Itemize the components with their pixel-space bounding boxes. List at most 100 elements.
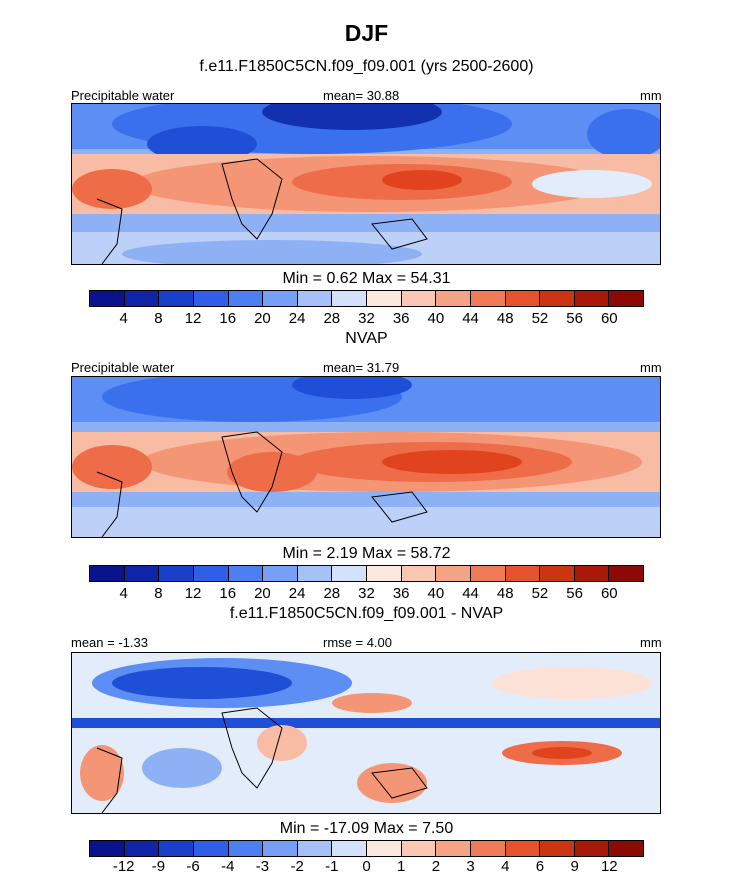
colorbar-cell	[228, 291, 264, 306]
colorbar-cell	[193, 566, 229, 581]
colorbar-tick-label: 52	[531, 585, 549, 602]
colorbar-tick-label: 9	[570, 858, 579, 875]
panel-2-field	[72, 377, 660, 537]
panel-1-stats: Min = 0.62 Max = 54.31	[282, 270, 451, 287]
colorbar-cell	[540, 291, 575, 306]
colorbar-tick-label: 8	[154, 585, 163, 602]
panel-3-rmse-label: rmse = 4.00	[323, 635, 393, 650]
colorbar-tick-label: 52	[531, 310, 549, 327]
colorbar-tick-label: 20	[254, 310, 271, 327]
colorbar-tick-label: 8	[154, 310, 163, 327]
colorbar-cell	[124, 291, 160, 306]
season-title: DJF	[344, 20, 389, 46]
panel-1-colorbar	[89, 290, 644, 307]
colorbar-cell	[401, 566, 437, 581]
colorbar-cell	[263, 841, 298, 856]
colorbar-cell	[505, 291, 541, 306]
colorbar-cell	[297, 566, 333, 581]
colorbar-cell	[540, 566, 575, 581]
colorbar-cell	[609, 566, 643, 581]
colorbar-cell	[159, 566, 194, 581]
colorbar-cell	[159, 841, 194, 856]
colorbar-tick-label: 20	[254, 585, 271, 602]
colorbar-tick-label: -9	[151, 858, 166, 875]
panel-2-mean-label: mean= 31.79	[323, 360, 400, 375]
colorbar-cell	[574, 566, 610, 581]
colorbar-cell	[540, 841, 575, 856]
colorbar-cell	[609, 291, 643, 306]
panel-2-colorbar-ticks: 4 8 12 16 20 24 28 32 36 40 44 48 52 56 60	[89, 585, 644, 603]
colorbar-tick-label: 44	[462, 310, 479, 327]
colorbar-cell	[367, 291, 402, 306]
panel-1-map	[71, 103, 661, 265]
colorbar-tick-label: -6	[186, 858, 200, 875]
colorbar-cell	[228, 841, 264, 856]
colorbar-tick-label: 28	[323, 310, 341, 327]
colorbar-cell	[470, 291, 506, 306]
colorbar-tick-label: 32	[358, 310, 375, 327]
colorbar-cell	[90, 841, 125, 856]
colorbar-cell	[367, 566, 402, 581]
colorbar-tick-label: 4	[119, 310, 128, 327]
panel-1-mean-label: mean= 30.88	[323, 88, 400, 103]
panel-3-colorbar	[89, 840, 644, 857]
panel-3-stats: Min = -17.09 Max = 7.50	[279, 820, 454, 837]
panel-3-title: f.e11.F1850C5CN.f09_f09.001 - NVAP	[229, 605, 504, 622]
colorbar-tick-label: 6	[535, 858, 545, 875]
colorbar-tick-label: 12	[184, 585, 202, 602]
colorbar-tick-label: -4	[221, 858, 235, 875]
colorbar-cell	[436, 566, 471, 581]
colorbar-tick-label: -1	[325, 858, 339, 875]
panel-1-left-label: Precipitable water	[71, 88, 175, 103]
colorbar-cell	[90, 291, 125, 306]
colorbar-cell	[505, 841, 541, 856]
panel-1-unit-label: mm	[640, 88, 662, 103]
panel-1-title: f.e11.F1850C5CN.f09_f09.001 (yrs 2500-26…	[199, 58, 534, 75]
panel-3-unit-label: mm	[640, 635, 662, 650]
colorbar-cell	[193, 291, 229, 306]
colorbar-cell	[436, 291, 471, 306]
colorbar-cell	[470, 566, 506, 581]
colorbar-tick-label: 40	[427, 310, 445, 327]
panel-1-field	[72, 104, 660, 264]
colorbar-cell	[574, 291, 610, 306]
colorbar-cell	[124, 566, 160, 581]
colorbar-cell	[470, 841, 506, 856]
colorbar-cell	[401, 291, 437, 306]
colorbar-tick-label: 48	[496, 310, 514, 327]
colorbar-tick-label: 12	[600, 858, 618, 875]
colorbar-tick-label: -2	[290, 858, 304, 875]
colorbar-cell	[609, 841, 643, 856]
colorbar-cell	[401, 841, 437, 856]
colorbar-cell	[263, 566, 298, 581]
panel-2-left-label: Precipitable water	[71, 360, 175, 375]
colorbar-tick-label: 3	[466, 858, 475, 875]
colorbar-tick-label: 4	[119, 585, 128, 602]
colorbar-tick-label: 56	[566, 585, 583, 602]
colorbar-cell	[228, 566, 264, 581]
colorbar-tick-label: -12	[112, 858, 135, 875]
colorbar-cell	[193, 841, 229, 856]
colorbar-cell	[574, 841, 610, 856]
colorbar-cell	[332, 566, 367, 581]
panel-2-unit-label: mm	[640, 360, 662, 375]
colorbar-tick-label: 36	[392, 310, 410, 327]
colorbar-tick-label: 12	[184, 310, 202, 327]
colorbar-cell	[367, 841, 402, 856]
colorbar-cell	[297, 841, 333, 856]
colorbar-cell	[436, 841, 471, 856]
colorbar-tick-label: 28	[323, 585, 341, 602]
colorbar-tick-label: 32	[358, 585, 375, 602]
colorbar-tick-label: 24	[288, 585, 306, 602]
panel-3-map	[71, 652, 661, 814]
colorbar-cell	[332, 291, 367, 306]
colorbar-tick-label: 44	[462, 585, 479, 602]
panel-2-map	[71, 376, 661, 538]
colorbar-cell	[263, 291, 298, 306]
colorbar-tick-label: 60	[600, 310, 618, 327]
colorbar-tick-label: 60	[600, 585, 618, 602]
panel-3-left-label: mean = -1.33	[71, 635, 148, 650]
colorbar-tick-label: 40	[427, 585, 445, 602]
colorbar-tick-label: 16	[219, 310, 237, 327]
panel-3-field	[72, 653, 660, 813]
